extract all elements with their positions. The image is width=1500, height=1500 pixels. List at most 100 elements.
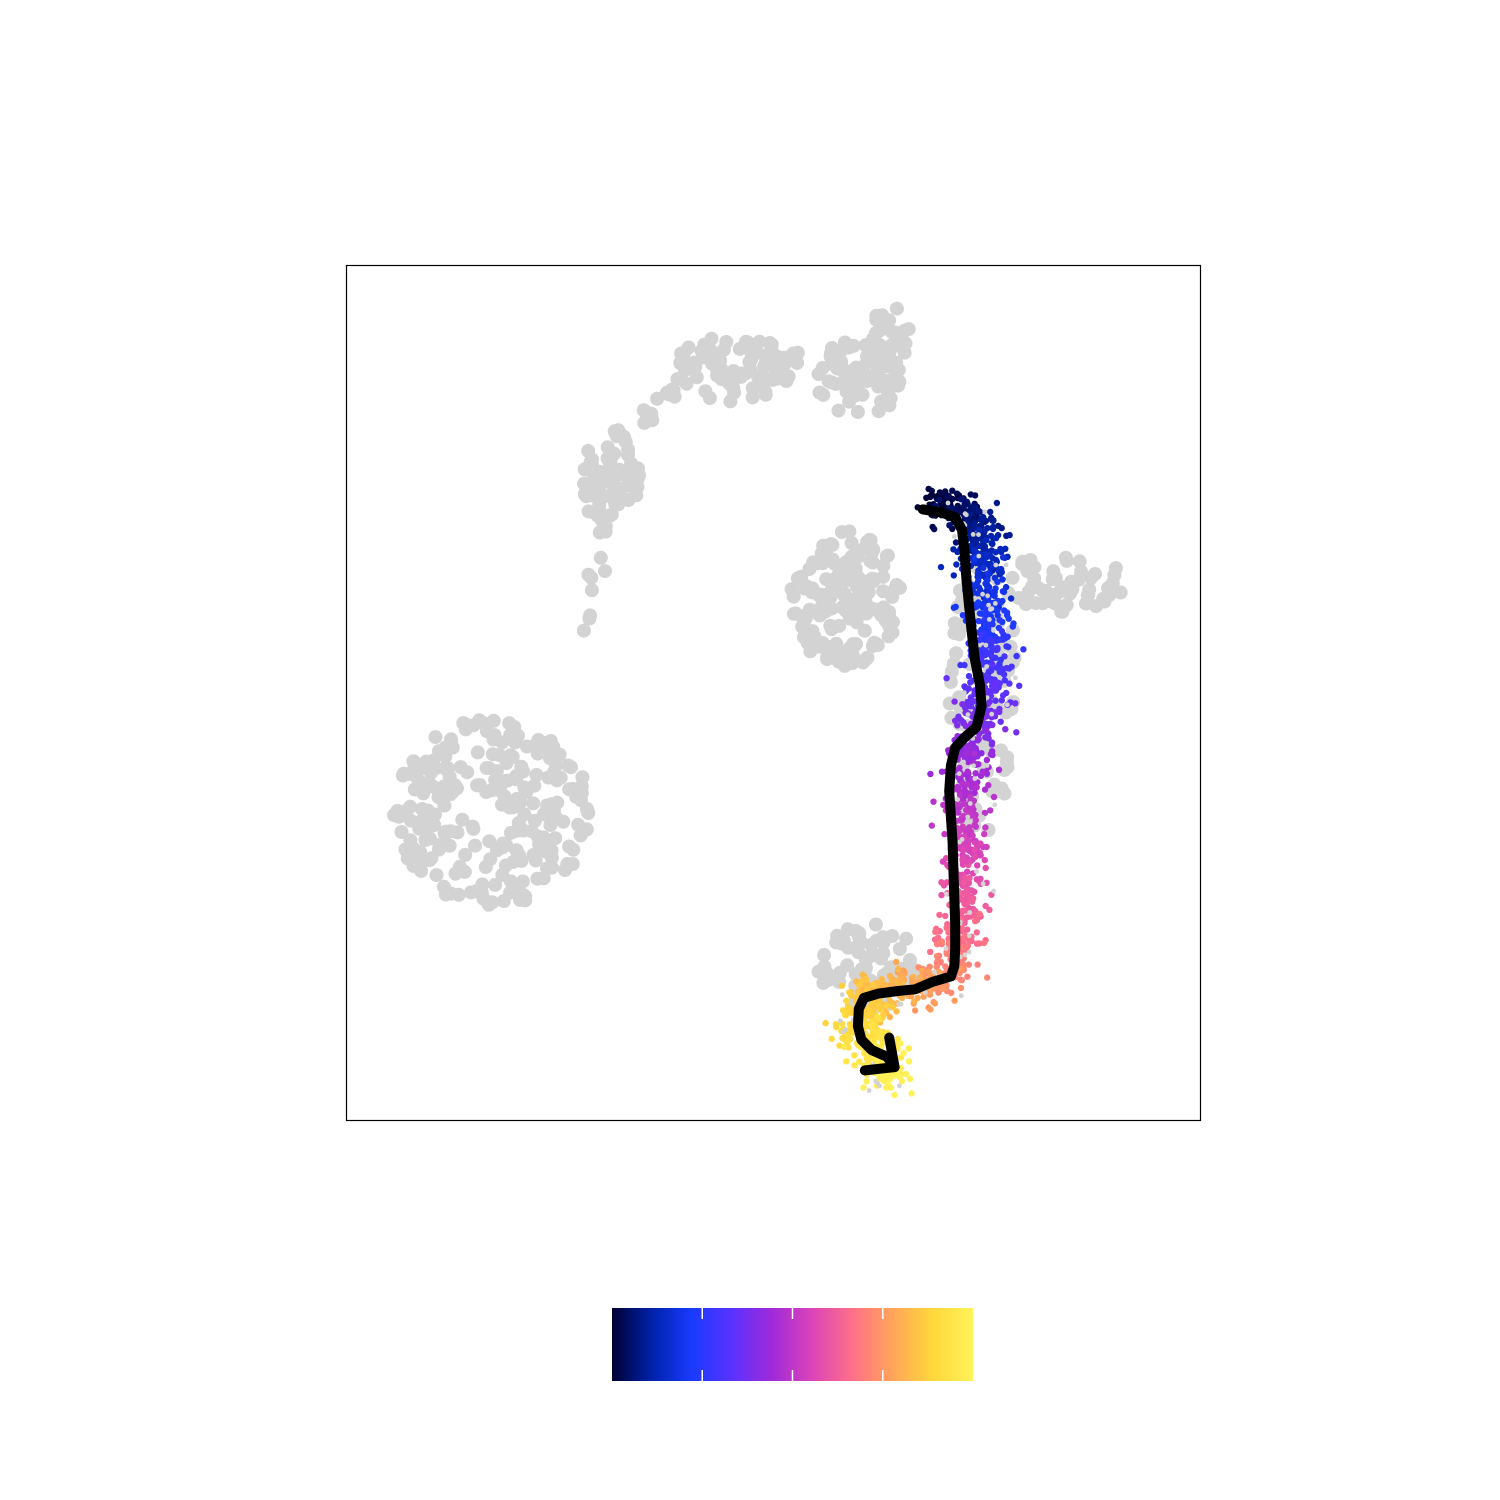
lineage-cell <box>985 735 992 742</box>
background-cell <box>946 656 961 671</box>
lineage-cell <box>997 636 1004 643</box>
lineage-cell <box>933 963 940 971</box>
background-cell <box>409 770 424 784</box>
lineage-cell <box>964 942 971 949</box>
lineage-cell <box>971 789 978 797</box>
background-cell <box>851 938 866 953</box>
background-cell <box>989 711 995 717</box>
background-cell <box>556 814 571 829</box>
background-cell <box>516 887 531 902</box>
background-cell <box>562 839 577 854</box>
lineage-cell <box>980 513 987 521</box>
lineage-cell <box>981 856 988 864</box>
lineage-cell <box>832 1020 840 1028</box>
lineage-cell <box>988 741 996 748</box>
lineage-cell <box>958 977 965 984</box>
background-cell <box>478 860 493 874</box>
lineage-cell <box>971 506 978 513</box>
background-cell <box>822 972 837 987</box>
lineage-cell <box>965 672 973 680</box>
lineage-cell <box>997 545 1004 553</box>
background-cell <box>974 869 979 874</box>
lineage-cell <box>843 997 850 1005</box>
background-cell <box>976 553 982 559</box>
lineage-cell <box>897 975 905 982</box>
background-cell <box>759 372 774 387</box>
lineage-cell <box>943 950 950 958</box>
background-cell <box>437 826 452 841</box>
lineage-cell <box>961 907 968 914</box>
background-cell <box>850 383 865 398</box>
background-cell <box>579 801 594 816</box>
background-cell <box>529 768 544 782</box>
background-cell <box>1107 568 1122 583</box>
background-cell <box>548 797 563 811</box>
lineage-cell <box>989 661 996 668</box>
lineage-cell <box>976 849 983 856</box>
background-cell <box>442 838 457 853</box>
background-cell <box>842 559 857 574</box>
background-cell <box>510 823 524 838</box>
background-cell <box>1005 570 1020 585</box>
background-cell <box>945 500 951 506</box>
lineage-cell <box>972 770 979 777</box>
background-cell <box>802 562 817 577</box>
background-cell <box>863 554 878 569</box>
lineage-cell <box>987 532 995 540</box>
lineage-cell <box>954 800 961 807</box>
lineage-cell <box>860 1084 867 1091</box>
lineage-cell <box>984 560 991 568</box>
lineage-cell <box>948 504 955 511</box>
lineage-cell <box>1003 643 1010 650</box>
background-cell <box>608 497 623 511</box>
background-cell <box>859 953 873 968</box>
lineage-cell <box>970 895 977 902</box>
background-cell <box>486 732 501 747</box>
lineage-cell <box>996 668 1003 676</box>
background-cell <box>962 952 968 958</box>
lineage-cell <box>987 807 994 814</box>
lineage-cell <box>974 961 981 968</box>
lineage-cell <box>961 683 968 690</box>
background-cell <box>883 340 898 355</box>
lineage-cell <box>989 631 996 638</box>
background-cell <box>697 337 712 352</box>
lineage-cell <box>933 941 941 948</box>
lineage-cell <box>995 684 1002 691</box>
background-cell <box>876 584 891 599</box>
background-cell <box>898 1001 904 1007</box>
lineage-cell <box>971 750 978 757</box>
background-cell <box>985 593 990 599</box>
background-cell <box>485 747 500 762</box>
background-cell <box>889 578 904 592</box>
lineage-cell <box>973 929 980 936</box>
lineage-cell <box>958 816 966 824</box>
background-cell <box>857 623 872 638</box>
background-cell <box>591 509 605 524</box>
background-cell <box>429 868 444 883</box>
background-cell <box>897 1083 902 1089</box>
background-cell <box>922 990 928 995</box>
background-cell <box>584 583 599 598</box>
lineage-cell <box>898 1077 906 1085</box>
lineage-cell <box>994 644 1001 652</box>
lineage-cell <box>986 906 993 913</box>
lineage-cell <box>1006 680 1013 687</box>
background-cell <box>757 359 772 374</box>
lineage-cell <box>980 564 987 571</box>
lineage-cell <box>863 1078 870 1085</box>
lineage-cell <box>957 496 965 503</box>
background-cell <box>866 331 881 346</box>
lineage-cell <box>975 617 982 625</box>
lineage-cell <box>870 1004 877 1011</box>
background-cell <box>770 371 785 386</box>
lineage-cell <box>982 619 989 626</box>
lineage-cell <box>905 1058 913 1065</box>
lineage-cell <box>895 965 902 973</box>
lineage-cell <box>957 984 965 992</box>
lineage-cell <box>987 636 994 643</box>
lineage-cell <box>983 659 990 666</box>
background-cell <box>967 801 973 806</box>
background-cell <box>506 854 521 869</box>
